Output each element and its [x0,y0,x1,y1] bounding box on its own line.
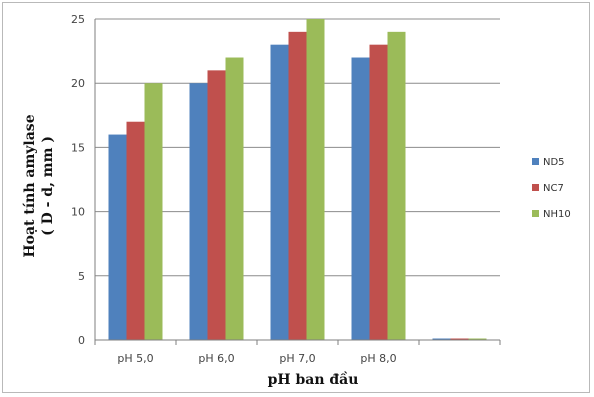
y-tick-label: 25 [71,13,85,26]
bar-nd5-3 [270,44,289,341]
bar-nc7-1 [126,121,145,340]
y-tick-label: 5 [78,270,85,283]
y-axis-title-line2: ( D - d, mm ) [40,136,56,236]
bar-nc7-3 [288,31,307,341]
y-tick-label: 15 [71,141,85,154]
y-tick-labels: 0 5 10 15 20 25 [71,13,85,347]
legend-label-nc7: NC7 [543,183,564,194]
legend-swatch-nd5 [532,158,539,165]
x-tick-labels: pH 5,0 pH 6,0 pH 7,0 pH 8,0 [94,340,501,365]
legend-swatch-nh10 [532,210,539,217]
x-axis-title: pH ban đầu [268,371,359,388]
y-axis-title: Hoạt tính amylase ( D - d, mm ) [22,114,56,257]
bar-nd5-4 [351,57,370,341]
x-tick-label: pH 7,0 [279,352,315,365]
bar-nh10-4 [387,31,406,341]
bar-nd5-1 [108,134,127,340]
x-tick-label: pH 5,0 [117,352,153,365]
axes [94,19,500,341]
y-axis-title-line1: Hoạt tính amylase [22,114,38,257]
y-tick-label: 0 [78,334,85,347]
y-tick-label: 10 [71,206,85,219]
bar-nh10-1 [144,83,163,340]
legend-label-nd5: ND5 [543,157,565,168]
legend-label-nh10: NH10 [543,209,571,220]
bar-nh10-3 [306,19,325,340]
y-tick-label: 20 [71,77,85,90]
bar-nh10-5 [468,338,487,340]
legend: ND5 NC7 NH10 [532,157,571,220]
bar-nc7-4 [369,44,388,341]
bar-nc7-5 [450,338,469,340]
x-tick-label: pH 8,0 [360,352,396,365]
bars [108,19,487,341]
bar-nc7-2 [207,70,226,341]
bar-nd5-2 [189,83,208,340]
x-tick-label: pH 6,0 [198,352,234,365]
bar-nh10-2 [225,57,244,341]
legend-swatch-nc7 [532,184,539,191]
bar-nd5-5 [432,338,451,340]
